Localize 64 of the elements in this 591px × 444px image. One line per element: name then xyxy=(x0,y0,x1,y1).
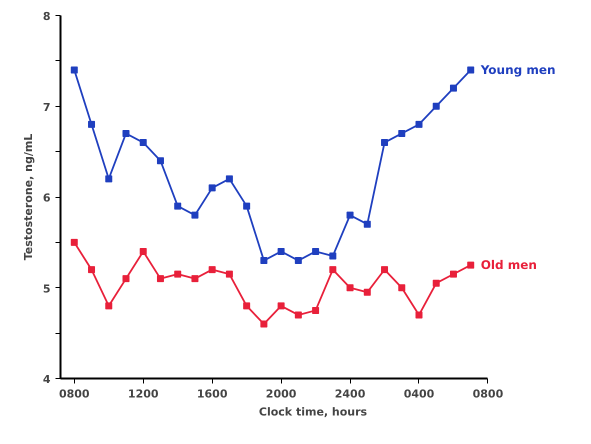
point xyxy=(88,266,96,274)
point xyxy=(191,212,198,219)
series-label: Old men xyxy=(480,258,537,272)
point xyxy=(105,302,112,310)
point xyxy=(346,284,354,292)
point xyxy=(191,275,198,282)
point xyxy=(243,302,250,310)
point xyxy=(140,248,147,255)
y-tick-label: 7 xyxy=(42,100,50,114)
point xyxy=(122,130,130,137)
x-tick-label: 2400 xyxy=(334,388,366,400)
point xyxy=(70,66,78,74)
point xyxy=(398,284,406,292)
y-axis-title: Testosterone, ng/mL xyxy=(22,134,35,260)
y-tick-label: 5 xyxy=(42,282,50,296)
point xyxy=(381,139,388,146)
y-tick-label: 6 xyxy=(42,192,51,204)
y-tick-label: 4 xyxy=(42,373,51,386)
point xyxy=(156,275,164,282)
x-axis-title: Clock time, hours xyxy=(258,406,368,418)
point xyxy=(450,270,457,278)
point xyxy=(312,306,320,314)
point xyxy=(260,257,268,264)
point xyxy=(208,184,216,192)
x-tick-label: 0400 xyxy=(404,388,435,400)
point xyxy=(416,311,422,318)
point xyxy=(88,120,96,128)
point xyxy=(329,266,336,274)
point xyxy=(243,202,250,210)
point xyxy=(105,175,112,182)
point xyxy=(381,266,388,274)
x-tick-label: 1600 xyxy=(196,388,228,400)
x-tick-label: 1200 xyxy=(128,388,159,400)
point xyxy=(398,130,406,137)
point xyxy=(174,202,182,210)
x-tick-label: 0800 xyxy=(472,388,504,400)
point xyxy=(260,320,268,328)
point xyxy=(467,66,474,74)
point xyxy=(364,220,371,228)
y-tick-label: 8 xyxy=(42,10,50,23)
point xyxy=(294,311,302,318)
point xyxy=(156,157,164,164)
point xyxy=(364,288,371,296)
x-tick-label: 0800 xyxy=(58,388,90,400)
x-tick-label: 2000 xyxy=(266,388,297,400)
point xyxy=(226,270,233,278)
point xyxy=(140,139,147,146)
point xyxy=(416,120,422,128)
point xyxy=(70,238,78,246)
point xyxy=(467,262,474,269)
point xyxy=(174,270,182,278)
point xyxy=(278,248,285,255)
point xyxy=(329,252,336,260)
point xyxy=(450,84,457,92)
point xyxy=(122,275,130,282)
point xyxy=(278,302,285,310)
point xyxy=(226,175,233,182)
series-label: Young men xyxy=(480,62,556,77)
point xyxy=(208,266,216,274)
point xyxy=(312,248,320,255)
point xyxy=(346,212,354,219)
point xyxy=(294,257,302,264)
point xyxy=(432,280,440,287)
point xyxy=(432,102,440,110)
